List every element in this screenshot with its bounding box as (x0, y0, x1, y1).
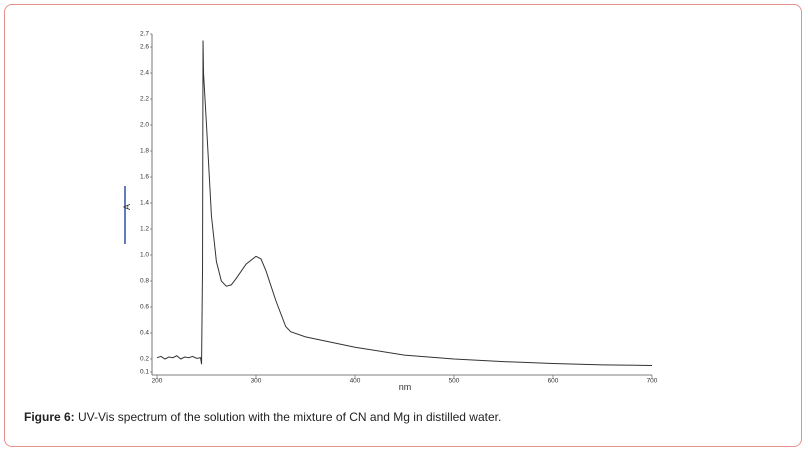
y-tick-label: 1.4 (140, 200, 149, 207)
y-tick-label: 2.0 (140, 122, 149, 129)
y-tick-label: 0.6 (140, 304, 149, 311)
x-tick-label: 200 (152, 378, 163, 385)
x-tick-label: 600 (548, 378, 559, 385)
y-axis-title: A (122, 204, 132, 210)
y-tick-label: 2.6 (140, 44, 149, 51)
y-tick-label: 0.2 (140, 356, 149, 363)
figure-frame (4, 4, 802, 447)
y-tick-label: 2.7 (140, 31, 149, 38)
y-tick-label: 0.4 (140, 330, 149, 337)
y-tick-label: 2.4 (140, 70, 149, 77)
x-axis-title: nm (399, 382, 412, 392)
x-tick-label: 300 (251, 378, 262, 385)
y-tick-label: 1.0 (140, 252, 149, 259)
x-tick-label: 500 (449, 378, 460, 385)
caption-label: Figure 6: (24, 410, 75, 424)
y-tick-label: 0.8 (140, 278, 149, 285)
caption-text: UV-Vis spectrum of the solution with the… (78, 410, 502, 424)
y-tick-label: 1.2 (140, 226, 149, 233)
y-tick-label: 1.8 (140, 148, 149, 155)
spectrum-line (156, 40, 653, 366)
y-tick-label: 0.1 (140, 369, 149, 376)
x-tick-label: 700 (647, 378, 658, 385)
x-tick-label: 400 (350, 378, 361, 385)
y-tick-label: 2.2 (140, 96, 149, 103)
y-tick-label: 1.6 (140, 174, 149, 181)
caption: Figure 6: UV-Vis spectrum of the solutio… (24, 410, 501, 424)
